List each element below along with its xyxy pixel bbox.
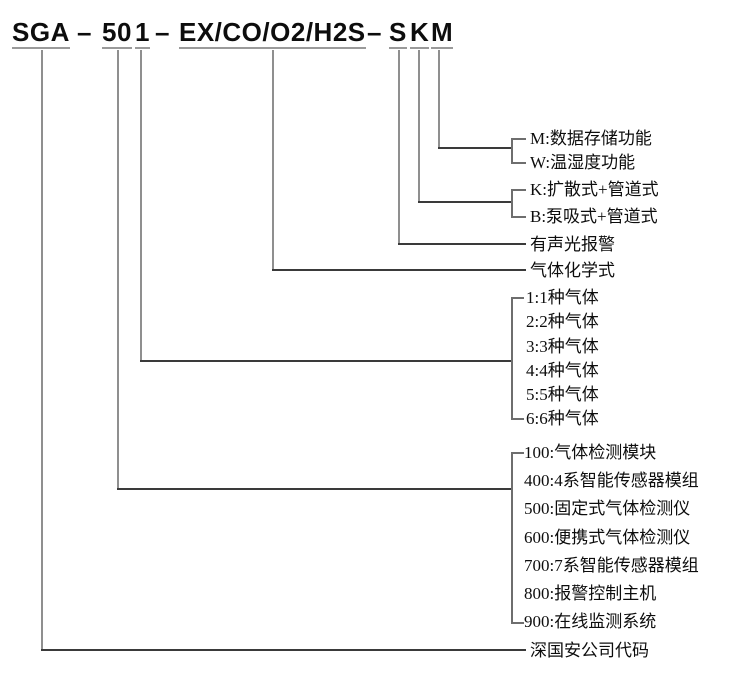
alarm-column-line <box>398 50 400 245</box>
legend-feature-w: W:温湿度功能 <box>530 153 636 172</box>
legend-series-400: 400:4系智能传感器模组 <box>524 471 699 490</box>
legend-feature-m: M:数据存储功能 <box>530 129 652 148</box>
brand-branch-line <box>41 649 526 651</box>
legend-series-700: 700:7系智能传感器模组 <box>524 556 699 575</box>
series-bracket-vertical <box>511 452 513 624</box>
brand-column-line <box>41 50 43 651</box>
code-option-alarm: S <box>389 17 407 49</box>
code-gas-formula: EX/CO/O2/H2S <box>179 17 366 49</box>
legend-alarm: 有声光报警 <box>530 235 615 254</box>
feature-branch-line <box>438 147 513 149</box>
legend-series-100: 100:气体检测模块 <box>524 443 657 462</box>
legend-series-600: 600:便携式气体检测仪 <box>524 528 691 547</box>
code-separator-2: – <box>155 17 170 47</box>
code-gas-count: 1 <box>135 17 150 49</box>
legend-gas-count-5: 5:5种气体 <box>526 385 599 404</box>
code-separator-3: – <box>367 17 382 47</box>
gas-formula-column-line <box>272 50 274 271</box>
gas-count-branch-line <box>140 360 513 362</box>
feature-bracket-vertical <box>511 138 513 164</box>
legend-gas-count-2: 2:2种气体 <box>526 312 599 331</box>
series-bracket-bottom-stub <box>511 622 524 624</box>
gas-count-bracket-top-stub <box>511 297 524 299</box>
alarm-branch-line <box>398 243 526 245</box>
legend-sampling-b: B:泵吸式+管道式 <box>530 207 658 226</box>
code-brand: SGA <box>12 17 70 49</box>
legend-series-500: 500:固定式气体检测仪 <box>524 499 691 518</box>
sampling-bracket-vertical <box>511 189 513 218</box>
code-series-prefix: 50 <box>102 17 132 49</box>
gas-count-bracket-bottom-stub <box>511 418 524 420</box>
code-option-feature: M <box>431 17 454 49</box>
legend-gas-count-6: 6:6种气体 <box>526 409 599 428</box>
legend-gas-type: 气体化学式 <box>530 261 615 280</box>
code-option-sampling: K <box>410 17 430 49</box>
feature-bracket-top-stub <box>511 138 526 140</box>
series-column-line <box>117 50 119 490</box>
sampling-bracket-bottom-stub <box>511 216 526 218</box>
code-separator-1: – <box>77 17 92 47</box>
sampling-bracket-top-stub <box>511 189 526 191</box>
legend-sampling-k: K:扩散式+管道式 <box>530 180 659 199</box>
gas-count-column-line <box>140 50 142 362</box>
legend-gas-count-3: 3:3种气体 <box>526 337 599 356</box>
gas-count-bracket-vertical <box>511 297 513 420</box>
legend-company-code: 深国安公司代码 <box>530 641 649 660</box>
sampling-column-line <box>418 50 420 203</box>
legend-series-900: 900:在线监测系统 <box>524 612 657 631</box>
sampling-branch-line <box>418 201 513 203</box>
series-branch-line <box>117 488 513 490</box>
legend-gas-count-4: 4:4种气体 <box>526 361 599 380</box>
series-bracket-top-stub <box>511 452 524 454</box>
legend-series-800: 800:报警控制主机 <box>524 584 657 603</box>
legend-gas-count-1: 1:1种气体 <box>526 288 599 307</box>
feature-column-line <box>438 50 440 149</box>
gas-formula-branch-line <box>272 269 526 271</box>
feature-bracket-bottom-stub <box>511 162 526 164</box>
